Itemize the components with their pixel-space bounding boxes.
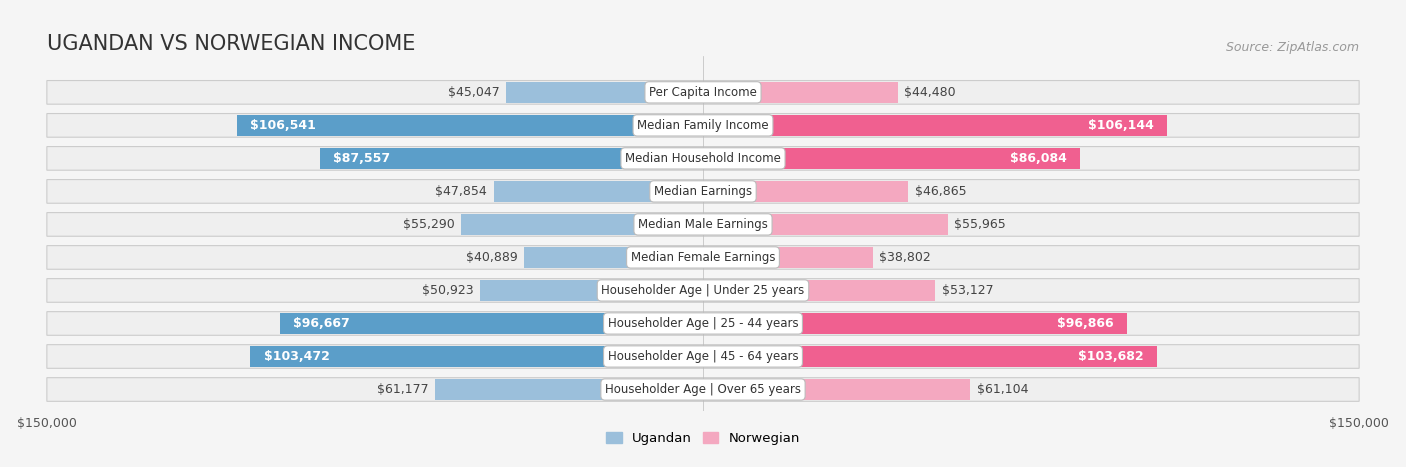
Text: $61,104: $61,104 (977, 383, 1028, 396)
Text: $106,541: $106,541 (250, 119, 316, 132)
Text: Source: ZipAtlas.com: Source: ZipAtlas.com (1226, 42, 1360, 54)
Text: Householder Age | Over 65 years: Householder Age | Over 65 years (605, 383, 801, 396)
Bar (524, 247, 703, 268)
Text: Median Earnings: Median Earnings (654, 185, 752, 198)
Bar (238, 115, 703, 135)
Text: $53,127: $53,127 (942, 284, 994, 297)
Text: $40,889: $40,889 (465, 251, 517, 264)
Bar (703, 247, 873, 268)
Text: $47,854: $47,854 (436, 185, 486, 198)
Text: $50,923: $50,923 (422, 284, 474, 297)
Bar (703, 214, 948, 234)
Text: Median Family Income: Median Family Income (637, 119, 769, 132)
Bar (703, 82, 897, 103)
FancyBboxPatch shape (46, 147, 1360, 170)
Bar (481, 280, 703, 301)
Bar (436, 379, 703, 400)
Bar (703, 115, 1167, 135)
Text: UGANDAN VS NORWEGIAN INCOME: UGANDAN VS NORWEGIAN INCOME (46, 35, 415, 54)
Text: $55,290: $55,290 (404, 218, 454, 231)
Text: Householder Age | 25 - 44 years: Householder Age | 25 - 44 years (607, 317, 799, 330)
Text: Householder Age | 45 - 64 years: Householder Age | 45 - 64 years (607, 350, 799, 363)
FancyBboxPatch shape (46, 180, 1360, 203)
Text: $96,667: $96,667 (294, 317, 350, 330)
Bar (280, 313, 703, 334)
Bar (461, 214, 703, 234)
Bar (494, 181, 703, 202)
FancyBboxPatch shape (46, 80, 1360, 104)
Text: Median Female Earnings: Median Female Earnings (631, 251, 775, 264)
Text: $38,802: $38,802 (879, 251, 931, 264)
FancyBboxPatch shape (46, 246, 1360, 269)
Text: $61,177: $61,177 (377, 383, 429, 396)
Bar (506, 82, 703, 103)
Text: $44,480: $44,480 (904, 86, 956, 99)
Text: $46,865: $46,865 (914, 185, 966, 198)
Text: Median Male Earnings: Median Male Earnings (638, 218, 768, 231)
FancyBboxPatch shape (46, 378, 1360, 401)
Legend: Ugandan, Norwegian: Ugandan, Norwegian (600, 427, 806, 451)
Text: $86,084: $86,084 (1010, 152, 1066, 165)
FancyBboxPatch shape (46, 279, 1360, 302)
Text: $103,682: $103,682 (1078, 350, 1143, 363)
Bar (703, 148, 1080, 169)
Text: $55,965: $55,965 (955, 218, 1007, 231)
Text: $103,472: $103,472 (263, 350, 329, 363)
Bar (703, 313, 1126, 334)
Text: $96,866: $96,866 (1057, 317, 1114, 330)
FancyBboxPatch shape (46, 113, 1360, 137)
Text: Householder Age | Under 25 years: Householder Age | Under 25 years (602, 284, 804, 297)
Bar (703, 379, 970, 400)
FancyBboxPatch shape (46, 345, 1360, 368)
Bar (321, 148, 703, 169)
Text: Median Household Income: Median Household Income (626, 152, 780, 165)
Text: $87,557: $87,557 (333, 152, 391, 165)
Bar (250, 346, 703, 367)
FancyBboxPatch shape (46, 212, 1360, 236)
Text: $45,047: $45,047 (447, 86, 499, 99)
Bar (703, 346, 1157, 367)
Bar (703, 181, 908, 202)
Text: $106,144: $106,144 (1088, 119, 1154, 132)
Bar (703, 280, 935, 301)
Text: Per Capita Income: Per Capita Income (650, 86, 756, 99)
FancyBboxPatch shape (46, 311, 1360, 335)
